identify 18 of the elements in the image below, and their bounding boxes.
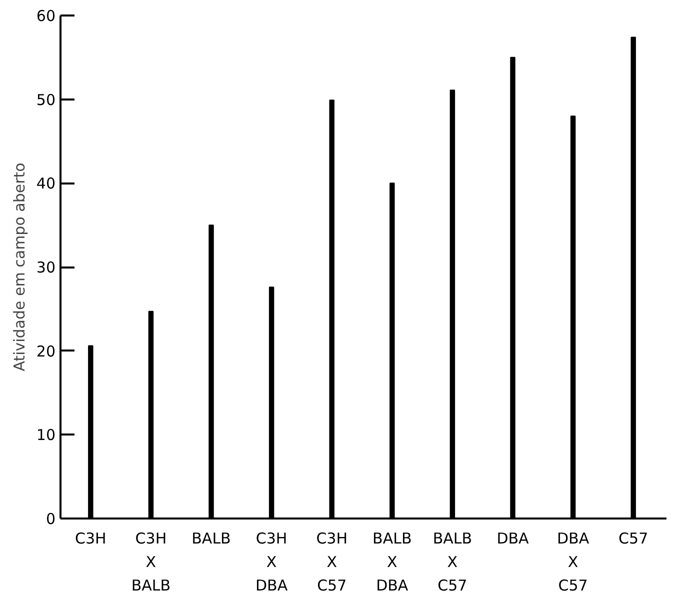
x-tick-label: BALB X C57 [432, 530, 472, 594]
x-tick-label: C3H X BALB [131, 530, 171, 594]
y-tick-label: 10 [36, 426, 56, 444]
y-axis-title: Atividade em campo aberto [10, 162, 28, 372]
x-tick-label: BALB X DBA [372, 530, 412, 594]
y-tick-label: 60 [36, 7, 56, 25]
x-tick-label: BALB [192, 530, 231, 548]
x-tick-label: DBA X C57 [556, 530, 590, 594]
y-tick-label: 20 [36, 342, 56, 360]
x-tick-label: C57 [618, 530, 648, 548]
y-tick-label: 40 [36, 174, 56, 193]
y-tick-label: 30 [36, 258, 56, 276]
y-tick-label: 0 [46, 510, 56, 528]
x-tick-label: C3H X DBA [255, 530, 288, 594]
x-tick-label: C3H X C57 [316, 530, 348, 594]
x-tick-label: C3H [75, 530, 106, 548]
y-tick-label: 50 [36, 90, 56, 109]
x-tick-label: DBA [496, 530, 530, 548]
